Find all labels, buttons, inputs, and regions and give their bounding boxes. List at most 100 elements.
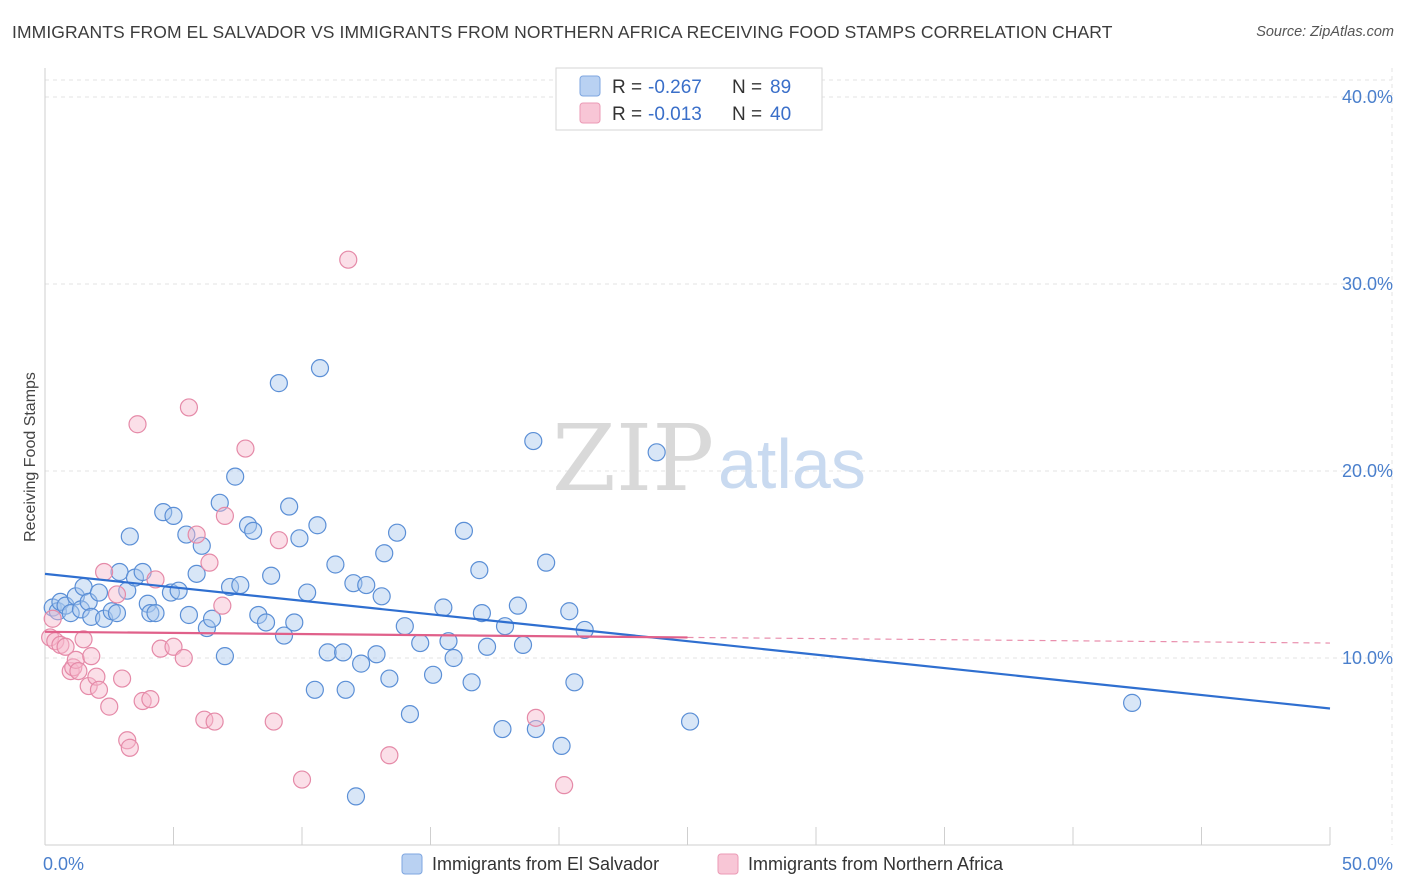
point-northern-africa [215, 506, 234, 525]
point-northern-africa [107, 585, 127, 604]
point-el-salvador [215, 647, 234, 666]
y-tick-label: 40.0% [1342, 87, 1393, 107]
point-northern-africa [292, 770, 312, 789]
legend-r-value: -0.267 [648, 77, 702, 98]
legend-swatch-pink [579, 102, 601, 124]
point-el-salvador [280, 497, 299, 516]
point-el-salvador [310, 359, 330, 378]
point-northern-africa [164, 637, 183, 656]
trend-line-el-salvador [44, 572, 1331, 710]
point-el-salvador [249, 605, 268, 625]
point-el-salvador [357, 575, 376, 595]
point-el-salvador [411, 633, 430, 653]
point-el-salvador [423, 665, 443, 684]
point-el-salvador [454, 521, 474, 540]
point-el-salvador [565, 673, 584, 692]
point-el-salvador [110, 562, 129, 582]
stats-legend: R = -0.267 N = 89 R = -0.013 N = 40 [555, 67, 823, 131]
point-northern-africa [89, 680, 109, 699]
y-tick-label: 30.0% [1342, 274, 1393, 294]
point-el-salvador [380, 669, 399, 688]
point-el-salvador [179, 605, 199, 625]
x-tick-labels: 0.0% 50.0% [43, 854, 1393, 874]
series-legend-label: Immigrants from El Salvador [432, 854, 659, 874]
point-el-salvador [256, 613, 276, 632]
trend-line-northern-africa [44, 630, 688, 639]
point-el-salvador [262, 566, 281, 585]
point-el-salvador [367, 645, 386, 664]
point-el-salvador [226, 467, 245, 486]
point-el-salvador [472, 604, 491, 623]
point-el-salvador [326, 555, 345, 574]
point-el-salvador [495, 617, 515, 636]
point-northern-africa [66, 650, 85, 669]
x-tick-label: 0.0% [43, 854, 84, 874]
point-northern-africa [141, 690, 160, 709]
y-tick-label: 20.0% [1342, 461, 1393, 481]
point-northern-africa [200, 553, 219, 572]
point-northern-africa [213, 596, 232, 615]
legend-r-label: R = [612, 104, 642, 125]
point-el-salvador [274, 626, 294, 645]
point-el-salvador [346, 787, 366, 806]
legend-r-value: -0.013 [648, 104, 702, 125]
legend-n-value: 40 [770, 104, 791, 125]
point-northern-africa [82, 647, 101, 666]
point-northern-africa [526, 708, 545, 727]
point-el-salvador [352, 654, 371, 673]
point-northern-africa [264, 712, 283, 731]
point-el-salvador [372, 587, 391, 606]
point-northern-africa [205, 712, 224, 731]
point-el-salvador [552, 736, 571, 755]
legend-n-value: 89 [770, 77, 791, 98]
point-el-salvador [318, 643, 337, 662]
point-el-salvador [387, 523, 407, 542]
y-axis-label: Receiving Food Stamps [22, 372, 39, 542]
legend-r-label: R = [612, 77, 642, 98]
legend-n-label: N = [732, 104, 762, 125]
point-el-salvador [680, 712, 700, 731]
data-points [41, 250, 1142, 806]
point-northern-africa [380, 746, 399, 765]
point-el-salvador [231, 575, 250, 595]
point-el-salvador [177, 525, 196, 544]
point-northern-africa [69, 661, 88, 681]
series-legend: Immigrants from El Salvador Immigrants f… [401, 853, 1004, 875]
series-legend-swatch-blue [401, 853, 423, 875]
point-el-salvador [308, 516, 327, 535]
point-el-salvador [290, 529, 309, 548]
point-northern-africa [100, 697, 119, 716]
point-northern-africa [79, 676, 98, 696]
point-el-salvador [537, 553, 556, 572]
source-label: Source: ZipAtlas.com [1256, 24, 1394, 40]
point-el-salvador [269, 374, 288, 393]
point-el-salvador [107, 604, 127, 623]
point-northern-africa [269, 531, 288, 550]
point-el-salvador [89, 583, 109, 602]
point-northern-africa [95, 562, 114, 582]
point-northern-africa [118, 731, 137, 750]
point-el-salvador [244, 521, 263, 540]
point-northern-africa [555, 776, 574, 795]
point-el-salvador [470, 561, 489, 580]
point-el-salvador [375, 544, 394, 563]
point-el-salvador [560, 602, 579, 621]
watermark: ZIP atlas [552, 405, 866, 512]
point-northern-africa [236, 439, 255, 458]
point-el-salvador [647, 443, 666, 462]
point-el-salvador [187, 564, 206, 583]
point-el-salvador [395, 617, 414, 636]
point-el-salvador [462, 673, 481, 692]
point-northern-africa [174, 648, 193, 668]
point-el-salvador [439, 632, 458, 651]
axes [44, 68, 1331, 846]
point-el-salvador [508, 596, 527, 615]
y-tick-label: 10.0% [1342, 648, 1393, 668]
trend-extension-northern-africa [687, 636, 1331, 644]
point-el-salvador [71, 600, 91, 619]
point-el-salvador [305, 680, 324, 699]
point-el-salvador [477, 637, 497, 656]
point-el-salvador [61, 604, 80, 623]
point-el-salvador [146, 604, 165, 623]
